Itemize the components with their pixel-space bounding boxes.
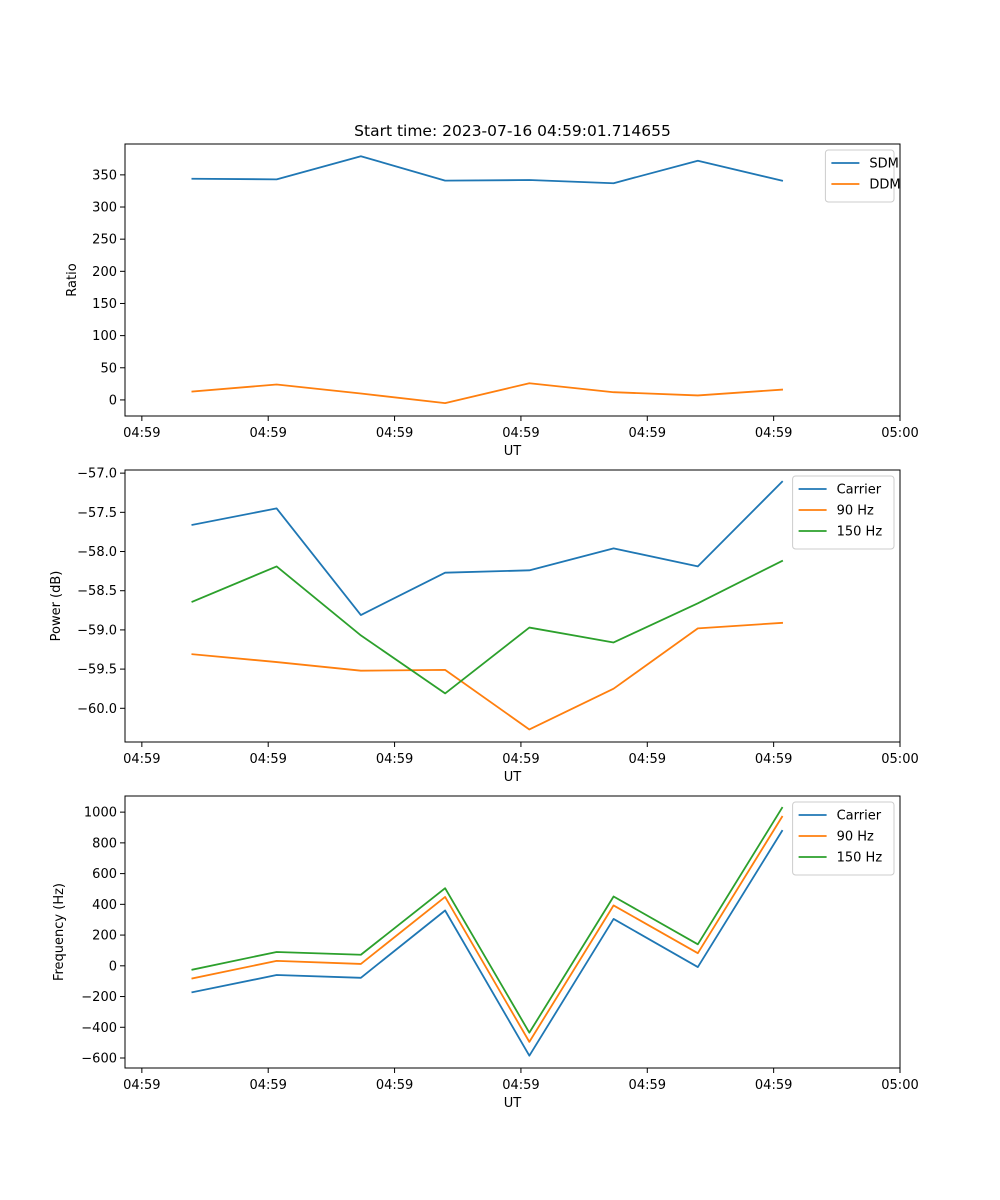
- legend-label: Carrier: [837, 483, 882, 498]
- chart-3: 04:59 04:59 04:59 04:59 04:59 04:59 05:00 −600 −…: [52, 795, 919, 1111]
- x-tick-label: 04:59: [123, 426, 160, 441]
- y-axis-label: Power (dB): [49, 571, 64, 642]
- x-tick-label: 04:59: [249, 1078, 286, 1093]
- y-tick-label: −59.0: [77, 623, 117, 638]
- x-tick-label: 04:59: [502, 426, 539, 441]
- y-tick-label: 1000: [84, 806, 117, 821]
- x-tick-label: 04:59: [755, 1078, 792, 1093]
- x-tick-label: 04:59: [502, 1078, 539, 1093]
- y-tick-label: 400: [92, 898, 117, 913]
- axes-frame: [124, 143, 901, 417]
- x-tick-label: 04:59: [629, 752, 666, 767]
- y-tick-label: 50: [100, 361, 117, 376]
- x-tick-label: 04:59: [755, 752, 792, 767]
- y-tick-label: 0: [109, 393, 117, 408]
- x-tick-label: 04:59: [376, 752, 413, 767]
- y-tick-label: −60.0: [77, 702, 117, 717]
- y-tick-label: 800: [92, 836, 117, 851]
- y-tick-label: −57.0: [77, 467, 117, 482]
- x-tick-label: 04:59: [123, 1078, 160, 1093]
- legend: Carrier 90 Hz 150 Hz: [792, 801, 895, 876]
- y-tick-label: 0: [109, 959, 117, 974]
- legend-label: DDM: [869, 178, 900, 193]
- series-line-150-hz: [191, 559, 784, 695]
- legend: Carrier 90 Hz 150 Hz: [792, 475, 895, 550]
- series-line-ddm: [191, 382, 784, 405]
- y-tick-label: −58.0: [77, 545, 117, 560]
- x-tick-label: 04:59: [629, 1078, 666, 1093]
- y-tick-label: −58.5: [77, 584, 117, 599]
- x-tick-label: 05:00: [881, 426, 918, 441]
- x-tick-label: 04:59: [376, 426, 413, 441]
- x-axis-label: UT: [504, 770, 522, 785]
- y-axis-label: Ratio: [65, 263, 80, 296]
- chart-1: 04:59 04:59 04:59 04:59 04:59 04:59 05:00 0 50 10…: [65, 143, 919, 459]
- y-tick-label: 150: [92, 297, 117, 312]
- x-tick-label: 04:59: [123, 752, 160, 767]
- x-tick-label: 05:00: [881, 1078, 918, 1093]
- series-line-150-hz: [191, 806, 784, 1034]
- y-tick-label: 100: [92, 329, 117, 344]
- x-tick-label: 04:59: [249, 426, 286, 441]
- x-tick-label: 04:59: [249, 752, 286, 767]
- y-axis-label: Frequency (Hz): [52, 883, 67, 981]
- legend-label: Carrier: [837, 809, 882, 824]
- axes-frame: [124, 795, 901, 1069]
- x-tick-label: 04:59: [502, 752, 539, 767]
- y-tick-label: −200: [81, 990, 117, 1005]
- x-tick-label: 04:59: [376, 1078, 413, 1093]
- y-tick-label: −59.5: [77, 663, 117, 678]
- charts-container: 04:59 04:59 04:59 04:59 04:59 04:59 05:00 0 50 10…: [49, 143, 919, 1111]
- y-tick-label: −600: [81, 1052, 117, 1067]
- x-axis-label: UT: [504, 444, 522, 459]
- y-tick-label: 250: [92, 233, 117, 248]
- x-tick-label: 05:00: [881, 752, 918, 767]
- legend: SDM DDM: [824, 149, 901, 203]
- series-line-90-hz: [191, 815, 784, 1043]
- figure-title: Start time: 2023-07-16 04:59:01.714655: [354, 122, 671, 140]
- chart-2: 04:59 04:59 04:59 04:59 04:59 04:59 05:00 −60.0…: [49, 467, 919, 785]
- legend-label: 150 Hz: [837, 851, 883, 866]
- series-line-carrier: [191, 829, 784, 1057]
- legend-label: 150 Hz: [837, 525, 883, 540]
- x-tick-label: 04:59: [755, 426, 792, 441]
- legend-label: 90 Hz: [837, 504, 874, 519]
- y-tick-label: −57.5: [77, 506, 117, 521]
- legend-label: SDM: [869, 157, 898, 172]
- y-tick-label: −400: [81, 1021, 117, 1036]
- y-tick-label: 200: [92, 929, 117, 944]
- axes-frame: [124, 469, 901, 743]
- series-line-carrier: [191, 480, 784, 616]
- x-tick-label: 04:59: [629, 426, 666, 441]
- y-tick-label: 200: [92, 265, 117, 280]
- y-tick-label: 300: [92, 201, 117, 216]
- series-line-90-hz: [191, 621, 784, 731]
- y-tick-label: 350: [92, 168, 117, 183]
- x-axis-label: UT: [504, 1096, 522, 1111]
- series-line-sdm: [191, 155, 784, 185]
- legend-label: 90 Hz: [837, 830, 874, 845]
- y-tick-label: 600: [92, 867, 117, 882]
